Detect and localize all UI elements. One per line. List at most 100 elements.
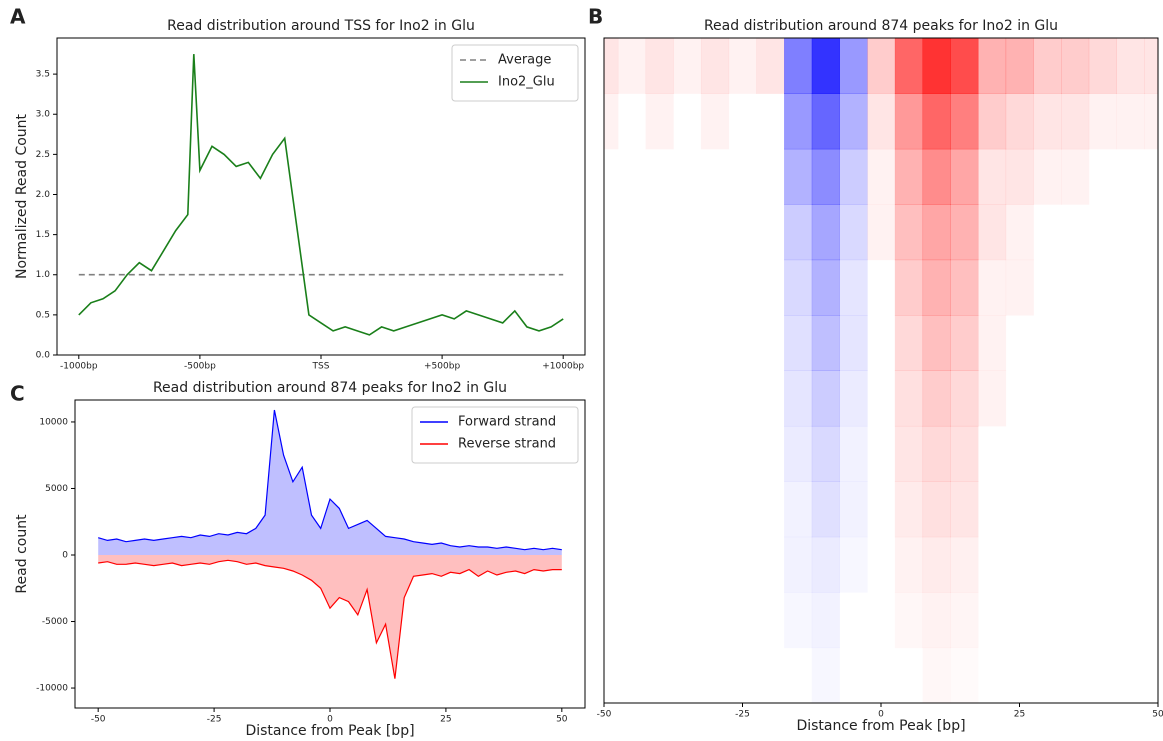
heatmap-cell — [756, 38, 785, 94]
heatmap-cell — [701, 592, 729, 648]
heatmap-cell — [756, 149, 784, 205]
heatmap-cell — [1089, 315, 1117, 371]
heatmap-cell — [646, 426, 674, 482]
heatmap-cell — [729, 149, 757, 205]
heatmap-cell — [1116, 371, 1144, 427]
heatmap-cell — [1033, 38, 1062, 94]
heatmap-cell — [1089, 149, 1117, 205]
heatmap-cell — [1089, 426, 1117, 482]
heatmap-cell — [617, 38, 647, 94]
heatmap-cell — [811, 204, 840, 261]
heatmap-cell — [701, 426, 729, 482]
heatmap-cell — [867, 537, 895, 593]
heatmap-cell — [922, 148, 951, 205]
heatmap-cell — [1061, 93, 1090, 150]
heatmap-cell — [1144, 426, 1163, 482]
panel-letter: A — [10, 5, 26, 29]
heatmap-cell — [604, 38, 619, 94]
heatmap-cell — [729, 260, 757, 316]
heatmap-cell — [839, 315, 868, 371]
heatmap-cell — [811, 592, 840, 649]
heatmap-cell — [729, 426, 757, 482]
heatmap-cell — [867, 148, 896, 205]
heatmap-cell — [894, 536, 924, 593]
heatmap-cell — [894, 481, 924, 538]
heatmap-cell — [784, 425, 813, 482]
heatmap-cell — [1005, 259, 1034, 316]
heatmap-cell — [894, 370, 924, 427]
heatmap-cell — [673, 481, 701, 537]
heatmap-cell — [1089, 648, 1117, 704]
x-tick-label: -25 — [735, 710, 750, 720]
heatmap-cell — [950, 148, 979, 205]
heatmap-cell — [922, 204, 951, 261]
heatmap-cell — [1116, 315, 1144, 371]
heatmap-cell — [950, 38, 979, 94]
heatmap-cell — [729, 204, 757, 260]
data-line — [98, 559, 562, 679]
heatmap-cell — [839, 148, 868, 205]
heatmap-cell — [756, 371, 784, 427]
heatmap-cell — [950, 481, 979, 538]
heatmap-cell — [1061, 481, 1089, 537]
heatmap-cell — [700, 93, 730, 150]
heatmap-cell — [1061, 260, 1089, 316]
heatmap-cell — [1033, 315, 1061, 371]
heatmap-cell — [978, 426, 1006, 482]
heatmap-cell — [839, 648, 867, 704]
heatmap-cell — [1116, 648, 1144, 704]
heatmap-cell — [1033, 260, 1061, 316]
heatmap-cell — [756, 260, 784, 316]
y-tick-label: 1.5 — [36, 230, 50, 240]
heatmap-cell — [950, 93, 979, 150]
heatmap-cell — [701, 648, 729, 704]
legend-label: Average — [498, 53, 551, 68]
heatmap-cell — [1033, 148, 1062, 205]
heatmap-cell — [1061, 592, 1089, 648]
y-tick-label: 0.0 — [36, 351, 51, 361]
heatmap-cell — [618, 592, 646, 648]
heatmap-cell — [1089, 204, 1117, 260]
heatmap-cell — [646, 648, 674, 704]
heatmap-cell — [923, 648, 951, 704]
heatmap-cell — [1116, 260, 1144, 316]
legend-label: Ino2_Glu — [498, 75, 555, 90]
heatmap-cell — [812, 648, 840, 704]
heatmap-cell — [977, 204, 1007, 261]
heatmap-cell — [618, 537, 646, 593]
heatmap-cell — [950, 259, 979, 316]
heatmap-cell — [701, 260, 729, 316]
heatmap-cell — [1006, 537, 1034, 593]
heatmap-cell — [1116, 592, 1144, 648]
heatmap-cell — [950, 536, 979, 593]
heatmap-cell — [950, 204, 979, 261]
heatmap-cell — [784, 536, 813, 593]
heatmap-cell — [618, 481, 646, 537]
heatmap-cell — [729, 648, 757, 704]
heatmap-cell — [756, 481, 784, 537]
heatmap-cell — [756, 204, 784, 260]
heatmap-cell — [1144, 648, 1163, 704]
heatmap-cell — [673, 648, 701, 704]
heatmap-cell — [977, 148, 1007, 205]
heatmap-cell — [1116, 537, 1144, 593]
heatmap-cell — [1033, 93, 1062, 150]
heatmap-cell — [894, 425, 924, 482]
heatmap-cell — [1088, 38, 1117, 94]
heatmap-cell — [950, 648, 978, 704]
chart-title: Read distribution around TSS for Ino2 in… — [167, 18, 475, 34]
heatmap-cell — [1116, 149, 1144, 205]
heatmap-cell — [1116, 481, 1144, 537]
heatmap-cell — [618, 371, 646, 427]
heatmap-cell — [839, 204, 868, 261]
heatmap-cell — [1089, 260, 1117, 316]
heatmap-cell — [729, 537, 757, 593]
heatmap-cell — [618, 93, 646, 149]
heatmap-cell — [784, 315, 813, 371]
heatmap-cell — [1006, 426, 1034, 482]
y-tick-label: 5000 — [45, 484, 68, 494]
x-tick-label: 0 — [878, 710, 884, 720]
heatmap-cell — [811, 536, 840, 593]
heatmap-cell — [811, 259, 840, 316]
y-axis-label: Read count — [14, 514, 30, 594]
